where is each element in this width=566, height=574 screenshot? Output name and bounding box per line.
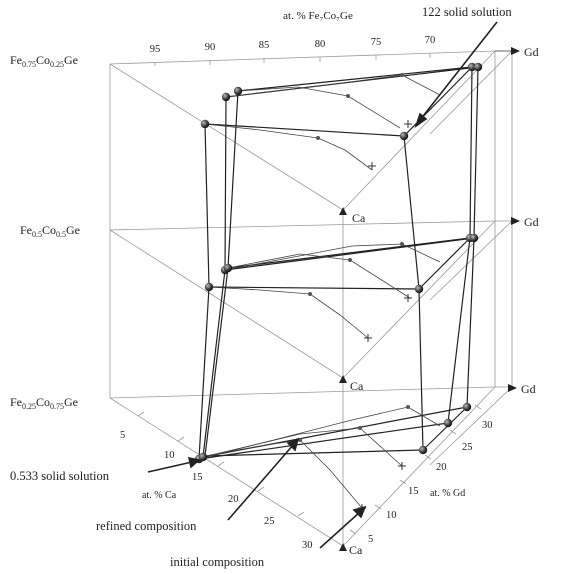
level-label-bottom: Fe0.25Co0.75Ge	[10, 395, 78, 411]
frame	[109, 50, 513, 547]
gd-tick-30: 30	[482, 420, 493, 431]
gd-tick-5: 5	[368, 534, 373, 545]
gd-label-middle: Gd	[524, 215, 539, 229]
annotation-arrows	[147, 21, 498, 549]
refined-composition-markers	[298, 73, 410, 442]
annotation-initial-composition: initial composition	[170, 555, 265, 569]
gd-tick-10: 10	[386, 510, 397, 521]
gd-label-top: Gd	[524, 45, 539, 59]
ca-tick-25: 25	[264, 516, 275, 527]
ca-label-top: Ca	[352, 211, 366, 225]
gd-axis-title: at. % Gd	[430, 488, 465, 499]
annotation-122-solid-solution: 122 solid solution	[422, 5, 512, 19]
ca-tick-15: 15	[192, 472, 203, 483]
ca-axis-ticks	[137, 411, 305, 517]
top-tick-80: 80	[315, 39, 326, 50]
level-label-middle: Fe0.5Co0.5Ge	[20, 223, 80, 239]
annotation-refined-composition: refined composition	[96, 519, 197, 533]
top-axis-title: at. % Fe₇Co₇Ge	[283, 10, 353, 22]
gd-tick-15: 15	[408, 486, 419, 497]
gd-label-bottom: Gd	[521, 382, 536, 396]
solid-solution-points	[194, 62, 483, 464]
gd-tick-20: 20	[436, 462, 447, 473]
initial-composition-markers	[358, 120, 412, 512]
gd-arrows	[495, 47, 520, 392]
top-tick-95: 95	[150, 44, 161, 55]
annotation-0533-solid-solution: 0.533 solid solution	[10, 469, 110, 483]
top-tick-90: 90	[205, 42, 216, 53]
ca-tick-10: 10	[164, 450, 175, 461]
ca-label-bottom: Ca	[349, 543, 363, 557]
top-tick-75: 75	[371, 37, 382, 48]
ca-axis-title: at. % Ca	[142, 490, 177, 501]
ca-label-middle: Ca	[350, 379, 364, 393]
ca-tick-30: 30	[302, 540, 313, 551]
ca-tick-20: 20	[228, 494, 239, 505]
top-tick-85: 85	[259, 40, 270, 51]
solid-solution-lines	[198, 66, 479, 460]
gd-axis-ticks	[349, 404, 482, 535]
level-label-top: Fe0.75Co0.25Ge	[10, 53, 78, 69]
top-tick-70: 70	[425, 35, 436, 46]
ca-tick-5: 5	[120, 430, 125, 441]
ca-markers	[339, 207, 347, 551]
gd-tick-25: 25	[462, 442, 473, 453]
